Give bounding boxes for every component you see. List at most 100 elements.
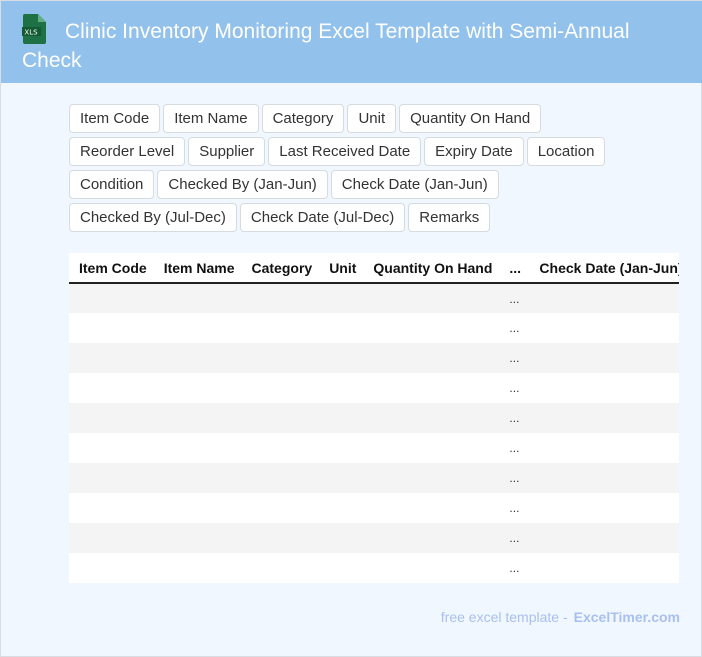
column-header: Quantity On Hand bbox=[363, 253, 500, 284]
column-header: Item Name bbox=[153, 253, 242, 284]
table-cell: ... bbox=[509, 561, 520, 575]
table-cell bbox=[363, 463, 500, 493]
column-tag[interactable]: Checked By (Jul-Dec) bbox=[69, 203, 237, 232]
column-tag[interactable]: Checked By (Jan-Jun) bbox=[157, 170, 328, 199]
table-cell bbox=[319, 493, 363, 523]
table-cell bbox=[529, 283, 679, 313]
column-header: Category bbox=[241, 253, 320, 284]
table-cell bbox=[154, 373, 242, 403]
column-tag[interactable]: Category bbox=[261, 104, 345, 133]
table-cell bbox=[319, 283, 364, 313]
table-row: ... bbox=[69, 553, 679, 583]
column-header: Unit bbox=[319, 253, 364, 284]
table-cell bbox=[69, 493, 154, 523]
table-cell bbox=[241, 463, 320, 493]
table-cell bbox=[241, 523, 320, 553]
table-cell bbox=[529, 403, 679, 433]
column-tags: Item Code Item Name Category Unit Quantity O… bbox=[69, 104, 659, 232]
table-cell bbox=[241, 283, 320, 313]
column-tag[interactable]: Item Code bbox=[69, 104, 161, 133]
footer: free excel template - ExcelTimer.com bbox=[441, 609, 680, 625]
table-cell bbox=[319, 373, 363, 403]
table-row: ... bbox=[69, 523, 679, 553]
table-cell bbox=[154, 433, 242, 463]
table-row: ... bbox=[69, 283, 679, 313]
table-cell bbox=[363, 523, 500, 553]
table-cell bbox=[529, 343, 679, 373]
column-header: Item Code bbox=[69, 253, 154, 284]
table-row: ... bbox=[69, 493, 679, 523]
column-tag[interactable]: Last Received Date bbox=[268, 137, 422, 166]
table-cell: ... bbox=[499, 403, 530, 433]
table-cell bbox=[319, 313, 363, 343]
table-cell: ... bbox=[499, 523, 530, 553]
table-cell bbox=[363, 313, 499, 343]
table-row: ... bbox=[69, 343, 679, 373]
table-cell bbox=[242, 493, 320, 523]
svg-text:XLS: XLS bbox=[24, 29, 38, 37]
column-tag[interactable]: Item Name bbox=[163, 104, 259, 133]
table-row: ... bbox=[69, 433, 679, 463]
table-cell bbox=[69, 523, 154, 553]
table-cell bbox=[529, 553, 679, 583]
table-cell bbox=[363, 283, 500, 313]
table-cell bbox=[529, 463, 679, 493]
table-cell: ... bbox=[509, 321, 520, 335]
table-cell bbox=[69, 463, 154, 493]
table-cell bbox=[241, 403, 320, 433]
table-cell bbox=[319, 403, 364, 433]
table-cell bbox=[363, 373, 499, 403]
table-cell bbox=[242, 373, 320, 403]
table-cell bbox=[529, 523, 679, 553]
table-cell bbox=[69, 433, 154, 463]
table-cell: ... bbox=[499, 463, 530, 493]
column-tag[interactable]: Check Date (Jul-Dec) bbox=[239, 203, 406, 232]
page-header: XLS Clinic Inventory Monitoring Excel Te… bbox=[1, 1, 702, 83]
table-cell bbox=[153, 523, 242, 553]
table-cell bbox=[242, 553, 320, 583]
xls-file-icon: XLS bbox=[21, 14, 46, 44]
table-cell bbox=[363, 403, 500, 433]
page-title: Clinic Inventory Monitoring Excel Templa… bbox=[22, 20, 630, 72]
table-cell bbox=[242, 433, 320, 463]
table-cell bbox=[319, 553, 363, 583]
table-cell bbox=[363, 553, 499, 583]
table-cell bbox=[154, 493, 242, 523]
column-tag[interactable]: Remarks bbox=[408, 203, 491, 232]
table-cell bbox=[153, 403, 242, 433]
column-tag[interactable]: Check Date (Jan-Jun) bbox=[330, 170, 499, 199]
table-cell bbox=[69, 553, 154, 583]
table-cell bbox=[69, 343, 154, 373]
table-row: ... bbox=[69, 313, 679, 343]
table-row: ... bbox=[69, 403, 679, 433]
table-cell bbox=[363, 493, 499, 523]
column-tag[interactable]: Location bbox=[526, 137, 606, 166]
table-cell bbox=[69, 283, 154, 313]
column-tag[interactable]: Condition bbox=[69, 170, 155, 199]
table-cell bbox=[529, 313, 679, 343]
table-row: ... bbox=[69, 373, 679, 403]
table-cell: ... bbox=[509, 501, 520, 515]
table-cell bbox=[529, 493, 679, 523]
column-tag[interactable]: Supplier bbox=[188, 137, 266, 166]
footer-text: free excel template - bbox=[440, 609, 568, 625]
table-cell: ... bbox=[499, 343, 530, 373]
table-cell bbox=[153, 283, 242, 313]
column-tag[interactable]: Reorder Level bbox=[69, 137, 186, 166]
table-cell bbox=[319, 433, 363, 463]
table-cell bbox=[241, 343, 320, 373]
table-cell bbox=[529, 373, 679, 403]
table-cell bbox=[529, 433, 679, 463]
table-cell bbox=[319, 523, 364, 553]
column-header: ... bbox=[499, 253, 530, 284]
table-cell bbox=[69, 373, 154, 403]
column-tag[interactable]: Expiry Date bbox=[424, 137, 524, 166]
table-cell: ... bbox=[509, 441, 520, 455]
footer-brand-link[interactable]: ExcelTimer.com bbox=[573, 609, 680, 625]
column-header: Check Date (Jan-Jun) bbox=[529, 253, 679, 284]
table-cell: ... bbox=[499, 283, 530, 313]
column-tag[interactable]: Unit bbox=[347, 104, 397, 133]
column-tag[interactable]: Quantity On Hand bbox=[399, 104, 542, 133]
table-row: ... bbox=[69, 463, 679, 493]
table-cell bbox=[319, 343, 364, 373]
